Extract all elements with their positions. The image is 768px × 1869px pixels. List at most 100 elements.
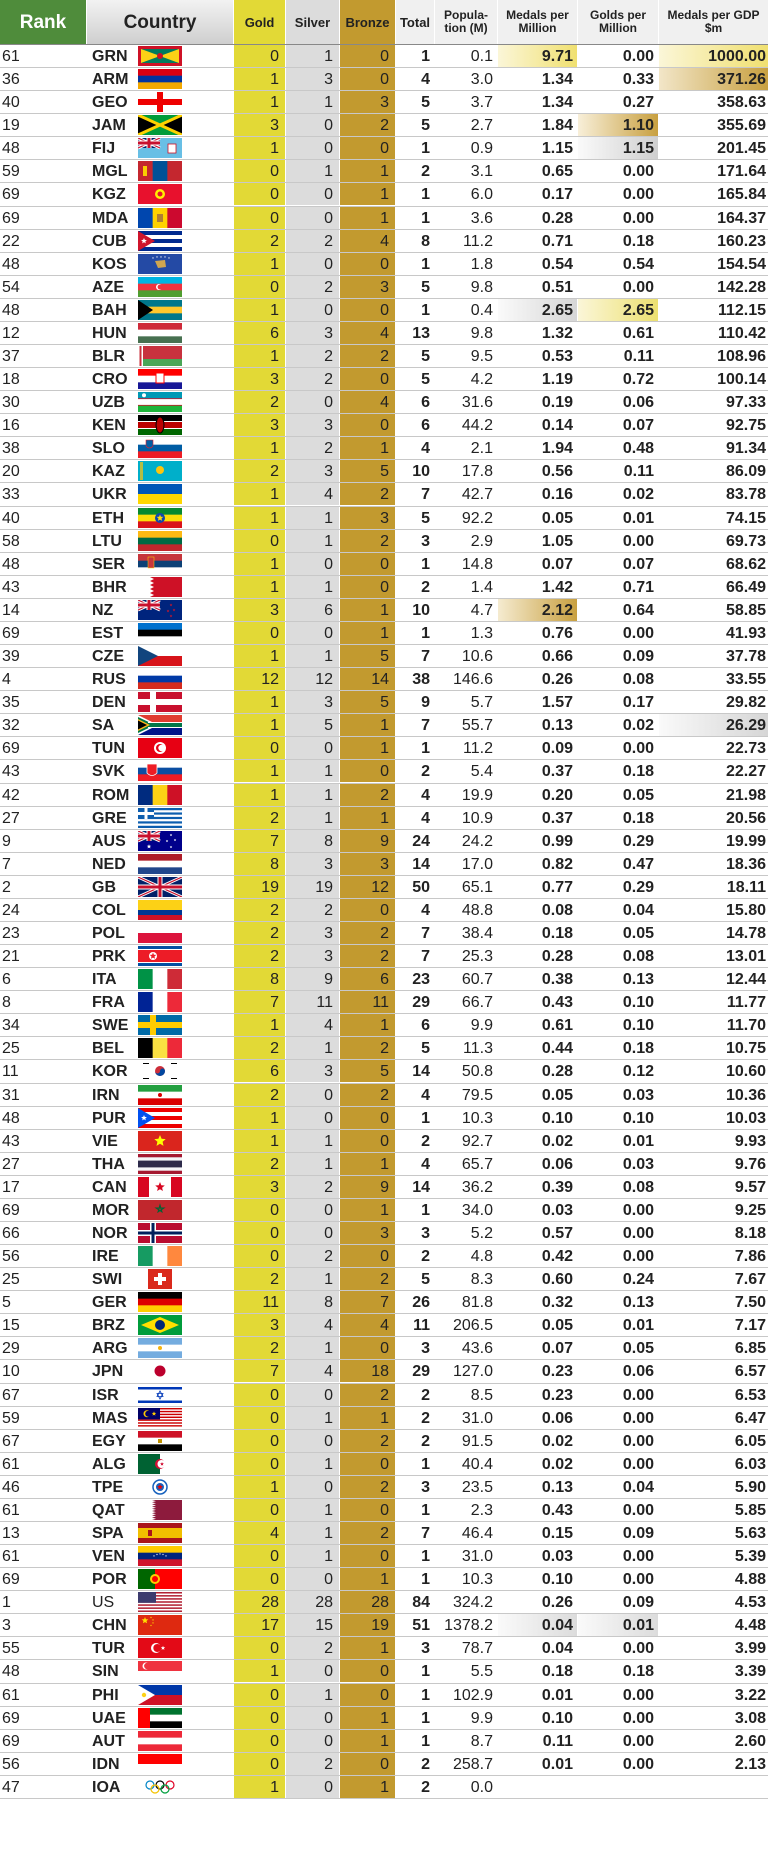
medals-per-million-cell: 0.13	[541, 1478, 573, 1496]
medals-per-gdp-header[interactable]: Medals per GDP $m	[659, 0, 768, 44]
estonia-flag	[138, 622, 182, 643]
medals-per-gdp-cell: 164.37	[717, 209, 766, 227]
silver-cell: 2	[286, 275, 339, 298]
country-code-cell: ARG	[92, 1340, 128, 1358]
silver-header[interactable]: Silver	[286, 0, 339, 44]
medals-per-million-cell: 0.53	[541, 348, 573, 366]
table-row: 48 SIN 1 0 0 1 5.5 0.18 0.18 3.39	[0, 1660, 768, 1684]
golds-per-million-cell: 0.61	[622, 324, 654, 342]
country-code-cell: AZE	[92, 278, 124, 296]
medals-per-gdp-cell: 112.15	[717, 301, 766, 319]
table-row: 69 TUN 0 0 1 1 11.2 0.09 0.00 22.73	[0, 737, 768, 761]
medals-per-million-cell: 0.02	[541, 1132, 573, 1150]
rank-header[interactable]: Rank	[0, 0, 86, 44]
france-flag	[138, 992, 182, 1013]
table-row: 67 EGY 0 0 2 2 91.5 0.02 0.00 6.05	[0, 1429, 768, 1453]
table-body: 61 GRN 0 1 0 1 0.1 9.71 0.00 1000.00 36 ARM 1 3 0 4 3.0 1…	[0, 45, 768, 1799]
golds-per-million-cell: 0.00	[622, 532, 654, 550]
medals-per-million-cell: 0.02	[541, 1455, 573, 1473]
total-cell: 2	[421, 763, 430, 781]
population-cell: 10.3	[461, 1571, 493, 1589]
golds-per-million-cell: 0.33	[622, 71, 654, 89]
silver-cell: 11	[286, 991, 339, 1014]
mongolia-flag	[138, 161, 182, 182]
medals-per-gdp-cell: 165.84	[717, 186, 766, 204]
country-code-cell: KEN	[92, 417, 126, 435]
medals-per-million-header[interactable]: Medals per Million	[498, 0, 577, 44]
gold-cell: 8	[234, 852, 285, 875]
golds-per-million-cell: 0.00	[622, 1548, 654, 1566]
gold-cell: 0	[234, 1429, 285, 1452]
silver-cell: 1	[286, 160, 339, 183]
silver-cell: 4	[286, 1014, 339, 1037]
silver-cell: 0	[286, 621, 339, 644]
bronze-header[interactable]: Bronze	[340, 0, 395, 44]
silver-cell: 1	[286, 645, 339, 668]
population-cell: 2.1	[470, 440, 493, 458]
bronze-cell: 2	[340, 1429, 395, 1452]
country-code-cell: BHR	[92, 578, 127, 596]
country-code-cell: THA	[92, 1155, 125, 1173]
country-code-cell: POR	[92, 1571, 127, 1589]
bronze-cell: 1	[340, 1014, 395, 1037]
total-cell: 5	[421, 371, 430, 389]
golds-per-million-cell: 0.03	[622, 1155, 654, 1173]
total-cell: 10	[412, 601, 430, 619]
population-cell: 8.3	[470, 1271, 493, 1289]
bronze-cell: 4	[340, 321, 395, 344]
population-cell: 24.2	[461, 832, 493, 850]
bronze-cell: 9	[340, 829, 395, 852]
bronze-cell: 6	[340, 968, 395, 991]
total-cell: 5	[421, 117, 430, 135]
population-header[interactable]: Popula-tion (M)	[435, 0, 497, 44]
golds-per-million-cell: 0.00	[622, 1732, 654, 1750]
china-flag	[138, 1615, 182, 1636]
rank-cell: 16	[2, 417, 20, 435]
total-cell: 2	[421, 1132, 430, 1150]
population-cell: 46.4	[461, 1525, 493, 1542]
bronze-cell: 4	[340, 229, 395, 252]
rank-cell: 31	[2, 1086, 20, 1104]
rank-cell: 61	[2, 1548, 20, 1566]
country-code-cell: POL	[92, 924, 125, 942]
gold-header[interactable]: Gold	[234, 0, 285, 44]
medals-per-million-cell: 0.65	[541, 163, 573, 181]
golds-per-million-cell: 0.71	[622, 578, 654, 596]
golds-per-million-cell: 0.64	[622, 601, 654, 619]
total-header[interactable]: Total	[396, 0, 434, 44]
country-header[interactable]: Country	[87, 0, 233, 44]
bronze-cell: 0	[340, 45, 395, 67]
country-code-cell: IRE	[92, 1248, 119, 1266]
medals-per-million-cell: 0.60	[541, 1271, 573, 1289]
country-code-cell: IOA	[92, 1778, 121, 1796]
population-cell: 6.0	[470, 186, 493, 204]
table-row: 34 SWE 1 4 1 6 9.9 0.61 0.10 11.70	[0, 1014, 768, 1038]
population-cell: 43.6	[461, 1340, 493, 1358]
rank-cell: 10	[2, 1363, 20, 1381]
table-row: 27 THA 2 1 1 4 65.7 0.06 0.03 9.76	[0, 1152, 768, 1176]
golds-per-million-header[interactable]: Golds per Million	[578, 0, 658, 44]
bronze-cell: 2	[340, 1522, 395, 1544]
silver-cell: 1	[286, 1452, 339, 1475]
silver-cell: 0	[286, 1706, 339, 1729]
medals-per-million-cell: 0.06	[541, 1155, 573, 1173]
silver-cell: 1	[286, 806, 339, 829]
bronze-cell: 12	[340, 875, 395, 898]
rank-cell: 61	[2, 1455, 20, 1473]
silver-cell: 28	[286, 1591, 339, 1614]
medals-per-million-cell: 0.14	[541, 417, 573, 435]
medals-per-million-cell: 1.57	[541, 694, 573, 712]
silver-cell: 4	[286, 1314, 339, 1337]
golds-per-million-cell: 0.07	[622, 555, 654, 573]
table-row: 3 CHN 17 15 19 51 1378.2 0.04 0.01 4.48	[0, 1614, 768, 1638]
medals-per-million-cell: 0.61	[541, 1017, 573, 1035]
medals-per-gdp-cell: 1000.00	[659, 45, 768, 67]
medals-per-gdp-cell: 3.39	[734, 1663, 766, 1681]
country-code-cell: NED	[92, 855, 126, 873]
total-cell: 1	[421, 555, 430, 573]
medals-per-million-cell: 0.57	[541, 1224, 573, 1242]
rank-cell: 40	[2, 94, 20, 112]
medals-per-million-cell: 0.05	[541, 1086, 573, 1104]
country-code-cell: KOS	[92, 255, 127, 273]
table-row: 56 IDN 0 2 0 2 258.7 0.01 0.00 2.13	[0, 1752, 768, 1776]
